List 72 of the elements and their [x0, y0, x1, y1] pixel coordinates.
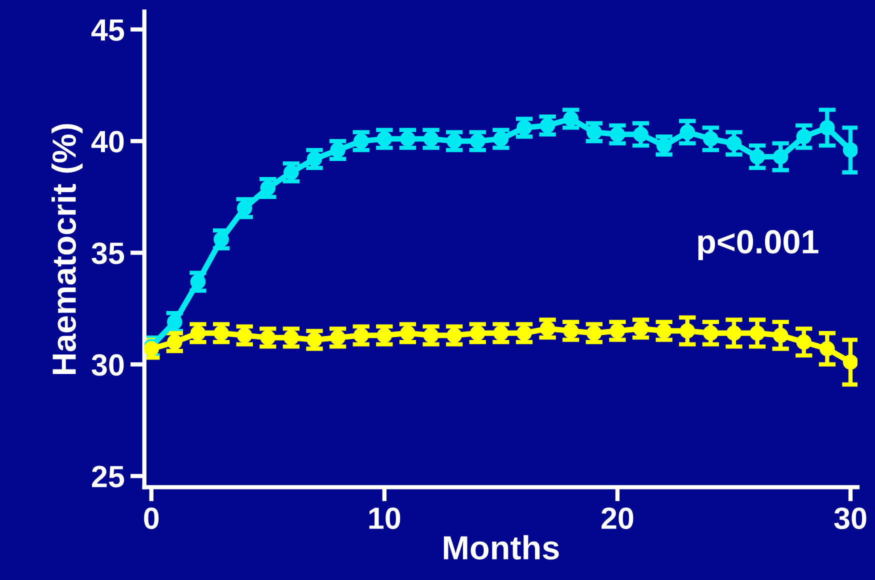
- point: [633, 321, 648, 336]
- point: [214, 325, 229, 341]
- point: [236, 200, 252, 216]
- point: [772, 149, 788, 164]
- x-tick-label: 0: [144, 507, 159, 530]
- point: [703, 325, 718, 341]
- point: [190, 325, 206, 341]
- point: [563, 323, 578, 339]
- point: [167, 314, 182, 330]
- point: [376, 131, 392, 147]
- point: [586, 124, 602, 140]
- point: [586, 325, 602, 341]
- point: [610, 126, 626, 142]
- point: [214, 232, 229, 247]
- point: [820, 341, 835, 356]
- x-tick-label: 10: [369, 507, 400, 530]
- point: [306, 332, 322, 348]
- point: [493, 131, 509, 147]
- point: [842, 354, 858, 370]
- point: [446, 133, 462, 149]
- point: [820, 120, 835, 136]
- point: [376, 328, 392, 344]
- point: [353, 328, 369, 344]
- point: [167, 334, 182, 350]
- y-tick-label: 40: [91, 130, 124, 152]
- annotation: p<0.001: [698, 230, 818, 260]
- y-tick-label: 45: [91, 20, 124, 41]
- point: [680, 323, 696, 339]
- point: [842, 142, 858, 158]
- point: [680, 124, 696, 140]
- point: [493, 325, 509, 341]
- point: [656, 138, 672, 154]
- point: [423, 131, 439, 147]
- point: [750, 325, 765, 341]
- y-axis-title: Haematocrit (%): [52, 124, 83, 374]
- x-axis-title: Months: [444, 535, 559, 560]
- point: [610, 323, 626, 339]
- point: [284, 164, 299, 180]
- point: [726, 136, 742, 151]
- point: [470, 133, 486, 149]
- point: [446, 328, 462, 344]
- point: [306, 151, 322, 167]
- point: [633, 126, 648, 142]
- point: [540, 118, 556, 134]
- point: [703, 131, 718, 147]
- point: [353, 133, 369, 149]
- point: [400, 325, 416, 341]
- point: [470, 325, 486, 341]
- point: [190, 274, 206, 290]
- point: [563, 111, 578, 126]
- point: [796, 334, 812, 350]
- point: [656, 323, 672, 339]
- x-tick-label: 30: [834, 507, 866, 530]
- point: [772, 328, 788, 344]
- point: [284, 330, 299, 346]
- y-tick-label: 35: [92, 242, 124, 264]
- point: [330, 142, 346, 158]
- point: [540, 321, 556, 336]
- point: [516, 325, 532, 341]
- point: [260, 180, 276, 196]
- y-tick-label: 25: [92, 466, 124, 488]
- y-tick-label: 30: [92, 354, 124, 376]
- point: [236, 328, 252, 344]
- point: [260, 330, 276, 346]
- x-tick-label: 20: [602, 507, 634, 530]
- point: [796, 129, 812, 144]
- point: [423, 328, 439, 344]
- point: [726, 325, 742, 341]
- point: [750, 149, 765, 164]
- point: [330, 330, 346, 346]
- point: [400, 131, 416, 147]
- point: [516, 120, 532, 136]
